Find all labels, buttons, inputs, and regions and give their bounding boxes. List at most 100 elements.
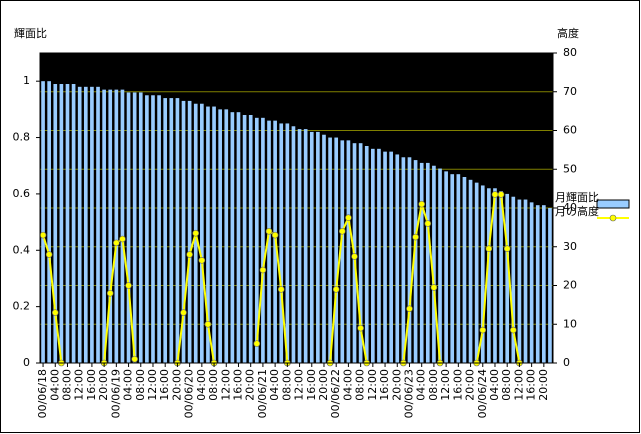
bar (511, 196, 516, 363)
line-marker (265, 227, 273, 235)
line-marker (131, 355, 138, 363)
line-marker (351, 253, 358, 260)
line-marker (119, 235, 126, 243)
x-tick-label: 00/06/23 (402, 369, 415, 418)
line-marker (180, 309, 187, 316)
line-marker (479, 326, 487, 334)
bar (456, 174, 461, 363)
line-marker (418, 200, 425, 208)
bar (480, 185, 485, 363)
line-marker (332, 286, 340, 293)
bar (114, 89, 119, 364)
line-marker (45, 251, 53, 258)
bar (432, 165, 436, 363)
y2-tick-label: 70 (563, 85, 577, 98)
x-tick-label: 00/06/21 (256, 369, 269, 418)
x-tick-label: 04:00 (195, 369, 208, 401)
bar (83, 86, 88, 364)
bar (120, 89, 125, 364)
bar (138, 92, 143, 364)
x-tick-label: 20:00 (170, 369, 183, 401)
bar (401, 157, 406, 363)
y-tick-label: 0.4 (13, 243, 31, 256)
bar (248, 115, 253, 363)
x-tick-label: 12:00 (439, 369, 452, 401)
x-tick-label: 00/06/22 (329, 369, 342, 418)
line-marker (345, 214, 352, 221)
y2-axis-title: 高度 (557, 26, 579, 40)
x-tick-label: 00/06/24 (476, 369, 489, 418)
bar (468, 179, 473, 363)
bar (425, 162, 430, 363)
bar (90, 86, 94, 364)
bar (529, 202, 534, 363)
y-tick-label: 1 (23, 74, 30, 87)
legend-swatch (596, 199, 630, 209)
bar (407, 157, 412, 363)
bar (230, 112, 235, 363)
line-marker (113, 239, 120, 247)
bar (389, 151, 393, 363)
bar (371, 148, 375, 363)
x-tick-label: 04:00 (268, 369, 281, 401)
bar (65, 84, 70, 363)
bar (377, 148, 381, 363)
bar (309, 131, 314, 363)
bar (242, 115, 247, 363)
bar (145, 95, 149, 363)
y-axis-title: 輝面比 (14, 27, 47, 40)
line-marker (271, 231, 279, 239)
bar (316, 131, 320, 363)
bar (261, 117, 265, 364)
bar (53, 84, 58, 363)
bar (181, 100, 186, 363)
line-marker (186, 251, 193, 258)
bar (151, 95, 155, 363)
bar (163, 98, 168, 363)
bar (346, 140, 351, 363)
bar (358, 143, 363, 363)
bar (542, 205, 546, 363)
line-marker (125, 282, 132, 289)
x-tick-label: 04:00 (122, 369, 135, 401)
legend-marker (609, 214, 617, 222)
bar (267, 120, 271, 364)
x-tick-label: 12:00 (366, 369, 379, 401)
bar (517, 199, 522, 363)
bar (206, 106, 210, 363)
line-marker (339, 227, 346, 235)
bar (71, 84, 76, 363)
line-marker (198, 257, 206, 264)
x-tick-label: 16:00 (451, 369, 464, 401)
bar (224, 109, 229, 363)
x-tick-label: 12:00 (293, 369, 306, 401)
bar (200, 103, 204, 364)
bar (175, 98, 180, 363)
x-tick-label: 00/06/19 (109, 369, 122, 418)
bar (212, 106, 216, 363)
bar (364, 146, 369, 363)
y-tick-label: 0 (23, 356, 30, 369)
x-tick-label: 04:00 (488, 369, 501, 401)
x-tick-label: 20:00 (97, 369, 110, 401)
bar (41, 81, 45, 363)
line-marker (491, 191, 499, 198)
y2-tick-label: 50 (563, 162, 577, 175)
line-marker (357, 324, 364, 332)
x-tick-label: 12:00 (146, 369, 159, 401)
y2-tick-label: 0 (563, 356, 570, 369)
y2-tick-label: 60 (563, 124, 577, 137)
x-tick-label: 08:00 (500, 369, 513, 401)
bar (383, 151, 387, 363)
line-marker (277, 286, 285, 293)
x-tick-label: 16:00 (525, 369, 538, 401)
bar (334, 137, 339, 363)
x-tick-label: 20:00 (537, 369, 550, 401)
bar (419, 162, 424, 363)
bar (279, 123, 284, 363)
bar (340, 140, 345, 363)
bar (413, 160, 418, 363)
bar (328, 137, 332, 363)
plot-border (39, 52, 554, 364)
